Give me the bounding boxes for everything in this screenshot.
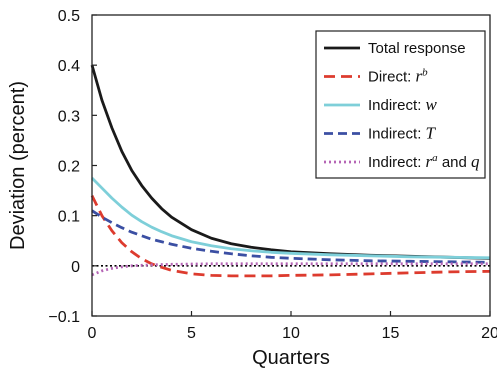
x-tick-label: 0 [88, 325, 97, 342]
series-line-5 [91, 262, 490, 277]
y-axis-ticks: −0.1 0 0.1 0.2 0.3 0.4 0.5 [48, 8, 97, 326]
x-tick-label: 5 [187, 325, 196, 342]
x-tick-label: 20 [481, 325, 497, 342]
legend-text: Indirect: [368, 154, 426, 171]
legend-text: Indirect: [368, 126, 426, 143]
legend-label-1: Total response [368, 40, 466, 57]
legend-math: T [426, 124, 437, 143]
legend-label-5: Indirect: ra and q [368, 152, 480, 171]
legend-math: r [426, 152, 433, 171]
legend-math: w [426, 95, 438, 114]
legend-superscript: a [432, 152, 438, 164]
series-line-3 [91, 177, 491, 260]
y-axis-label: Deviation (percent) [7, 81, 29, 250]
legend-text: and [438, 154, 471, 171]
legend-label-3: Indirect: w [368, 95, 438, 114]
x-axis-ticks: 0 5 10 15 20 [88, 311, 497, 342]
y-tick-label: 0.5 [58, 8, 80, 25]
y-tick-label: 0.4 [58, 58, 80, 75]
legend-text: Direct: [368, 69, 416, 86]
series-line-2 [90, 194, 491, 278]
legend-text: Indirect: [368, 97, 426, 114]
legend-label-2: Direct: rb [368, 67, 428, 86]
y-tick-label: 0.1 [58, 209, 80, 226]
y-tick-label: 0.3 [58, 108, 80, 125]
legend-text: Total response [368, 40, 466, 57]
legend-math: r [416, 67, 423, 86]
y-tick-label: −0.1 [48, 309, 80, 326]
x-tick-label: 10 [282, 325, 300, 342]
legend-superscript: b [422, 67, 428, 79]
x-axis-label: Quarters [252, 347, 330, 369]
series-layer [90, 64, 491, 278]
y-tick-label: 0.2 [58, 159, 80, 176]
series-line-4 [91, 209, 491, 264]
legend-math: q [471, 152, 480, 171]
legend-label-4: Indirect: T [368, 124, 437, 143]
x-tick-label: 15 [382, 325, 400, 342]
y-tick-label: 0 [71, 259, 80, 276]
